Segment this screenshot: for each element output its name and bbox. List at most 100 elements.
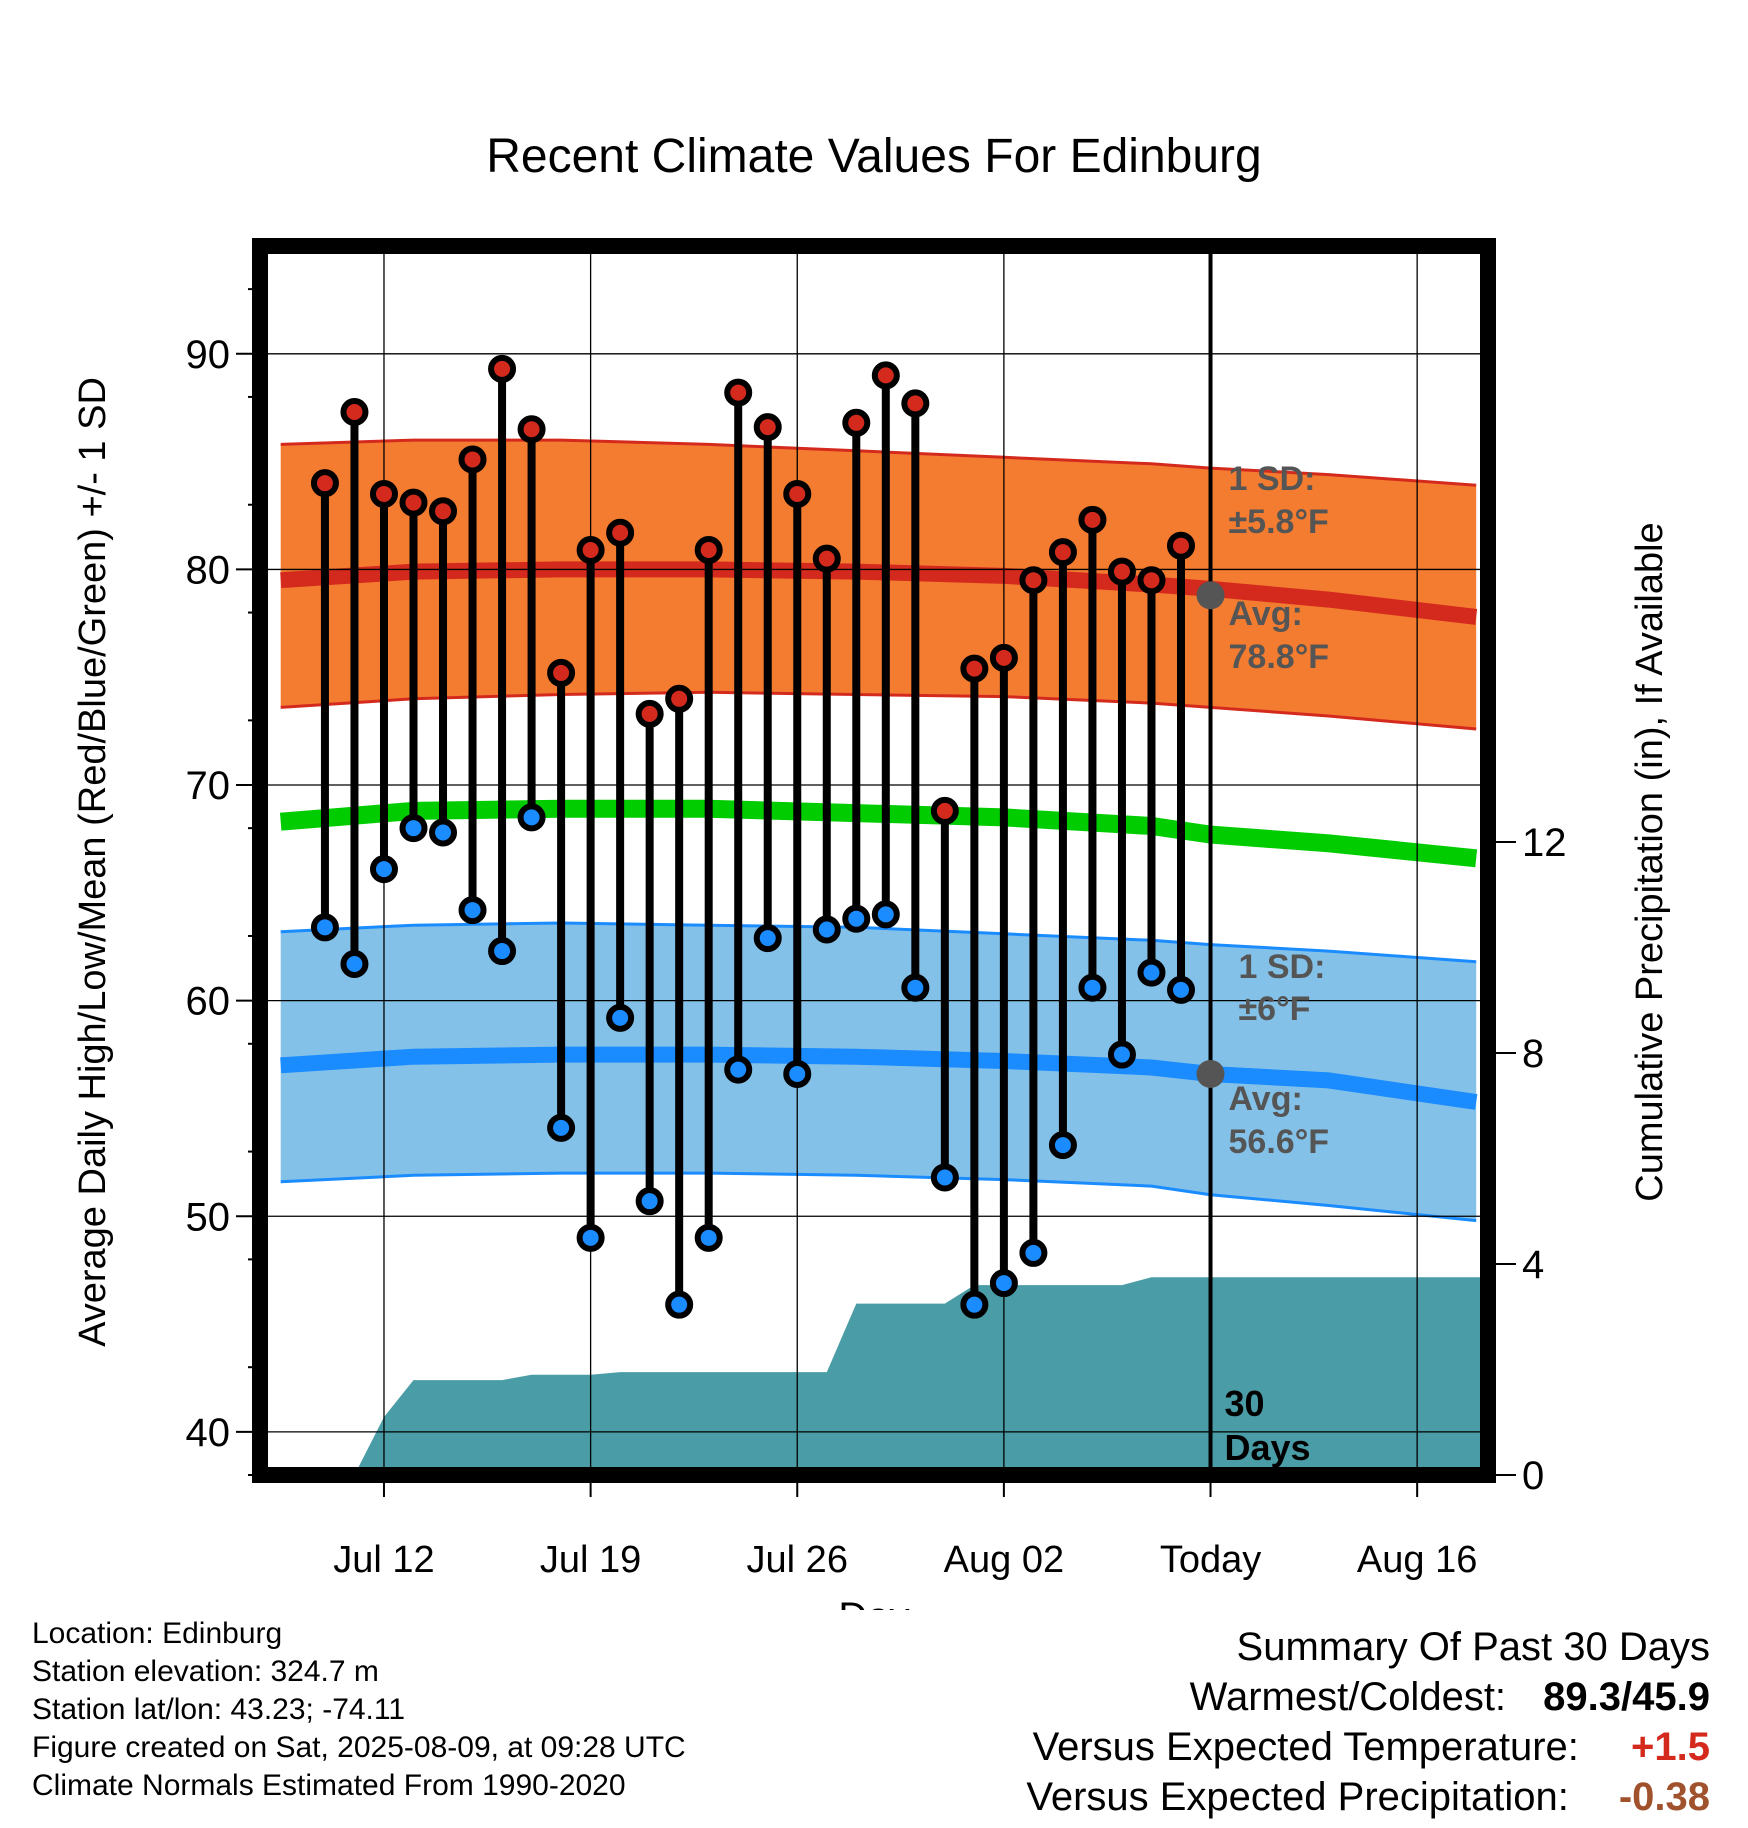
daily-high-point <box>665 684 694 713</box>
latlon-text: Station lat/lon: 43.23; -74.11 <box>32 1693 406 1726</box>
daily-low-point <box>576 1223 605 1252</box>
temp-value: +1.5 <box>1631 1725 1710 1769</box>
today-low-normal-dot <box>1196 1059 1225 1088</box>
daily-high-point <box>812 544 841 573</box>
location-text: Location: Edinburg <box>32 1617 283 1650</box>
y2-tick-label: 8 <box>1522 1032 1544 1076</box>
summary-precip: Versus Expected Precipitation: -0.38 <box>1026 1775 1710 1820</box>
daily-high-point <box>635 699 664 728</box>
x-tick-label: Jul 26 <box>747 1539 848 1581</box>
chart-title: Recent Climate Values For Edinburg <box>486 130 1261 183</box>
daily-high-point <box>753 413 782 442</box>
daily-high-point <box>1078 505 1107 534</box>
x-tick-label: Jul 19 <box>540 1539 641 1581</box>
today-days-label: Days <box>1225 1427 1311 1468</box>
daily-low-point <box>1078 973 1107 1002</box>
low-avg-label: Avg: <box>1229 1080 1303 1118</box>
y2-axis-label: Cumulative Precipitation (in), If Availa… <box>1629 522 1671 1201</box>
daily-high-point <box>517 415 546 444</box>
high-sd-label: 1 SD: <box>1229 460 1316 498</box>
daily-high-point <box>310 469 339 498</box>
daily-high-point <box>694 536 723 565</box>
low-avg-value: 56.6°F <box>1229 1123 1330 1161</box>
daily-high-point <box>1019 566 1048 595</box>
x-tick-label: Aug 02 <box>944 1539 1064 1581</box>
daily-high-point <box>1107 557 1136 586</box>
station-info: Location: Edinburg Station elevation: 32… <box>32 1615 686 1805</box>
daily-high-point <box>842 408 871 437</box>
daily-low-point <box>1019 1238 1048 1267</box>
daily-high-point <box>369 479 398 508</box>
daily-high-point <box>340 398 369 427</box>
plot-clipped <box>260 246 1488 1475</box>
x-tick-label: Jul 12 <box>333 1539 434 1581</box>
daily-high-point <box>989 643 1018 672</box>
climate-chart: Recent Climate Values For Edinburg 1 SD:… <box>72 130 1671 1610</box>
daily-low-point <box>842 904 871 933</box>
plot-frame <box>252 238 1496 1483</box>
daily-low-point <box>783 1059 812 1088</box>
created-text: Figure created on Sat, 2025-08-09, at 09… <box>32 1731 686 1764</box>
elevation-text: Station elevation: 324.7 m <box>32 1655 379 1688</box>
precip-label: Versus Expected Precipitation: <box>1026 1775 1569 1819</box>
daily-high-point <box>458 445 487 474</box>
daily-high-point <box>930 796 959 825</box>
high-sd-value: ±5.8°F <box>1229 503 1329 541</box>
today-high-normal-dot <box>1196 581 1225 610</box>
daily-low-point <box>340 949 369 978</box>
today-days-label: 30 <box>1225 1383 1265 1424</box>
daily-high-point <box>724 378 753 407</box>
high-sd-lower-line <box>280 690 1477 731</box>
temp-label: Versus Expected Temperature: <box>1032 1725 1579 1769</box>
y-tick-label: 40 <box>186 1411 231 1455</box>
y-tick-label: 60 <box>186 980 231 1024</box>
mean-normal-line <box>279 799 1478 868</box>
high-avg-label: Avg: <box>1229 595 1303 633</box>
warm-cold-value: 89.3/45.9 <box>1543 1675 1710 1719</box>
daily-low-point <box>547 1113 576 1142</box>
daily-high-point <box>1167 531 1195 560</box>
daily-low-point <box>989 1269 1018 1298</box>
daily-low-point <box>458 896 487 925</box>
daily-high-point <box>871 361 900 390</box>
daily-low-point <box>635 1187 664 1216</box>
high-normal-line <box>280 561 1478 625</box>
low-normal-line <box>280 1046 1478 1110</box>
low-sd-label: 1 SD: <box>1239 948 1326 986</box>
summary-heading: Summary Of Past 30 Days <box>1237 1625 1710 1670</box>
daily-high-point <box>488 354 517 383</box>
y-tick-label: 80 <box>186 548 231 592</box>
y2-tick-label: 4 <box>1522 1243 1544 1287</box>
daily-high-point <box>783 479 812 508</box>
plot-area: 1 SD: ±5.8°F Avg: 78.8°F 1 SD: ±6°F Avg: 56.6°F… <box>186 238 1567 1581</box>
summary-warm-cold: Warmest/Coldest: 89.3/45.9 <box>1190 1675 1710 1720</box>
daily-low-point <box>930 1163 959 1192</box>
daily-low-point <box>488 937 517 966</box>
x-axis-label: Day <box>838 1595 909 1610</box>
summary-panel: Summary Of Past 30 Days Warmest/Coldest:… <box>910 1625 1710 1825</box>
daily-low-point <box>901 973 930 1002</box>
low-sd-lower-line <box>280 1171 1477 1223</box>
daily-low-point <box>724 1055 753 1084</box>
daily-high-point <box>901 389 930 418</box>
normals-text: Climate Normals Estimated From 1990-2020 <box>32 1769 626 1802</box>
daily-low-point <box>399 814 428 843</box>
daily-low-point <box>960 1290 989 1319</box>
y-tick-label: 70 <box>186 764 231 808</box>
daily-low-point <box>1137 958 1166 987</box>
daily-low-point <box>517 803 546 832</box>
low-sd-upper-line <box>280 921 1477 964</box>
y2-tick-label: 12 <box>1522 821 1567 865</box>
summary-temp: Versus Expected Temperature: +1.5 <box>1033 1725 1710 1770</box>
daily-low-point <box>1107 1040 1136 1069</box>
daily-high-point <box>547 658 576 687</box>
daily-low-point <box>812 915 841 944</box>
daily-high-point <box>576 536 605 565</box>
y-tick-label: 50 <box>186 1195 231 1239</box>
daily-low-point <box>369 855 398 884</box>
daily-low-point <box>310 913 339 942</box>
daily-low-point <box>606 1003 635 1032</box>
y2-tick-label: 0 <box>1522 1454 1544 1498</box>
high-sd-upper-line <box>280 438 1477 487</box>
daily-high-point <box>1048 538 1077 567</box>
